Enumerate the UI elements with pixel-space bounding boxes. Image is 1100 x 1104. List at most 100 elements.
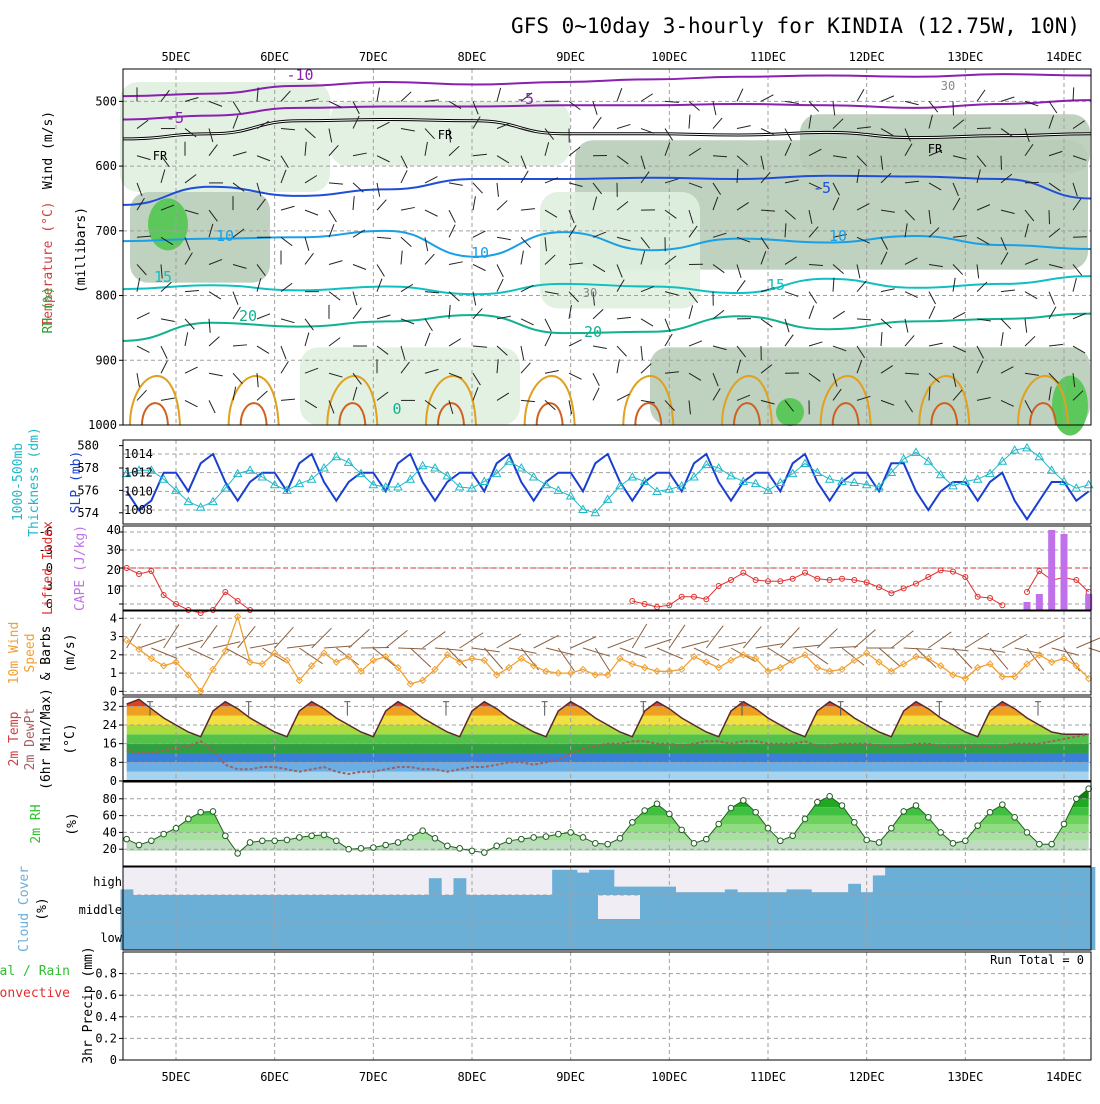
wind10-barb [312, 628, 332, 648]
cloud-bar-low [873, 923, 886, 950]
wind10-barb [250, 643, 278, 648]
wind10-barb [768, 648, 792, 663]
cloud-bar-low [799, 923, 812, 950]
cloud-bar-middle [873, 895, 886, 923]
cloud-bar-low [515, 923, 528, 950]
wind10-barb [632, 624, 646, 648]
wind10-barb [534, 635, 559, 648]
cloud-bar-low [824, 923, 837, 950]
rh-color-band [123, 807, 1091, 815]
top-day-label: 8DEC [458, 50, 487, 64]
rh2m-point [605, 841, 611, 847]
wind10-barb [460, 633, 483, 648]
rh2m-point [815, 799, 821, 805]
rh2m-point [247, 840, 253, 846]
cloud-bar-high [848, 884, 861, 895]
cloud-bar-middle [133, 895, 146, 923]
rh2m-point [420, 828, 426, 834]
rh2m-point [124, 836, 130, 842]
t2-label-d: (°C) [63, 723, 78, 754]
cloud-bar-middle [195, 895, 208, 923]
rh2m-point [802, 816, 808, 822]
cloud-bar-middle [515, 895, 528, 923]
contour-label: 30 [941, 79, 955, 93]
wind10-barb [349, 629, 370, 648]
wind10-barb [139, 639, 165, 648]
wind10-barb [386, 630, 408, 648]
cloud-bar-low [984, 923, 997, 950]
cloud-bar-high [589, 870, 602, 895]
cloud-bar-middle [540, 895, 553, 923]
cloud-bar-low [281, 923, 294, 950]
cape-tick: 20 [107, 563, 121, 577]
cloud-bar-low [478, 923, 491, 950]
wind10-barb [127, 624, 141, 648]
cloud-bar-middle [552, 895, 565, 923]
cloud-bar-low [836, 923, 849, 950]
rh2m-point [482, 850, 488, 856]
rh2-label-a: 2m RH [29, 804, 44, 843]
wind10-label-d: (m/s) [63, 633, 78, 672]
cloud-bar-low [491, 923, 504, 950]
cape-label: CAPE (J/kg) [73, 525, 88, 611]
wind10-barb [398, 648, 426, 649]
contour-label: 15 [767, 276, 785, 294]
rh2m-point [728, 805, 734, 811]
wind10-barb [558, 648, 574, 671]
contour-label: 10 [829, 227, 847, 245]
temp-tick: 8 [110, 755, 117, 769]
bottom-day-label: 5DEC [162, 1070, 191, 1084]
rh2m-point [334, 838, 340, 844]
rh2m-point [506, 838, 512, 844]
cloud-bar-middle [676, 895, 689, 923]
rh2m-point [938, 830, 944, 836]
cloud-bar-high [1046, 867, 1059, 895]
cloud-bar-middle [441, 895, 454, 923]
rh2m-point [445, 843, 451, 849]
contour-label: 20 [584, 323, 602, 341]
cloud-bar-middle [491, 895, 504, 923]
cloud-bar-middle [207, 895, 220, 923]
cloud-bar-middle [528, 895, 541, 923]
rh-shade-region [300, 347, 520, 425]
cloud-bar-low [589, 923, 602, 950]
precip-tick: 0 [110, 1053, 117, 1067]
cloud-bar-low [885, 923, 898, 950]
cloud-bar-low [207, 923, 220, 950]
cape-bar [1061, 534, 1068, 610]
rh2m-point [593, 841, 599, 847]
top-day-label: 10DEC [651, 50, 687, 64]
cloud-bar-low [1033, 923, 1046, 950]
cloud-bar-middle [417, 895, 430, 923]
rh2m-point [371, 845, 377, 851]
cloud-bar-low [552, 923, 565, 950]
rh2m-point [778, 838, 784, 844]
cape-tick: 40 [107, 523, 121, 537]
temp-color-band [123, 734, 1091, 743]
rh-color-band [123, 816, 1091, 824]
wind10-barb [854, 630, 875, 648]
cloud-bar-high [898, 867, 911, 895]
bottom-day-label: 12DEC [849, 1070, 885, 1084]
cloud-bar-high [577, 873, 590, 895]
rh2m-point [790, 833, 796, 839]
cloud-bar-low [133, 923, 146, 950]
wind10-barb [188, 648, 213, 660]
cape-tick: 30 [107, 543, 121, 557]
cloud-bar-high [429, 878, 442, 895]
cloud-bar-middle [947, 895, 960, 923]
wind10-barb [571, 637, 597, 648]
wind10-barb [1076, 637, 1100, 648]
cloud-bar-low [626, 923, 639, 950]
cloud-bar-low [614, 923, 627, 950]
cloud-bar-middle [429, 895, 442, 923]
contour-label: -5 [516, 90, 534, 108]
rh2m-point [210, 809, 216, 815]
rh2m-point [260, 838, 266, 844]
cloud-bar-low [639, 923, 652, 950]
cloud-bar-middle [910, 895, 923, 923]
wind-tick: 2 [110, 648, 117, 662]
precip-tick: 0.6 [95, 988, 117, 1002]
